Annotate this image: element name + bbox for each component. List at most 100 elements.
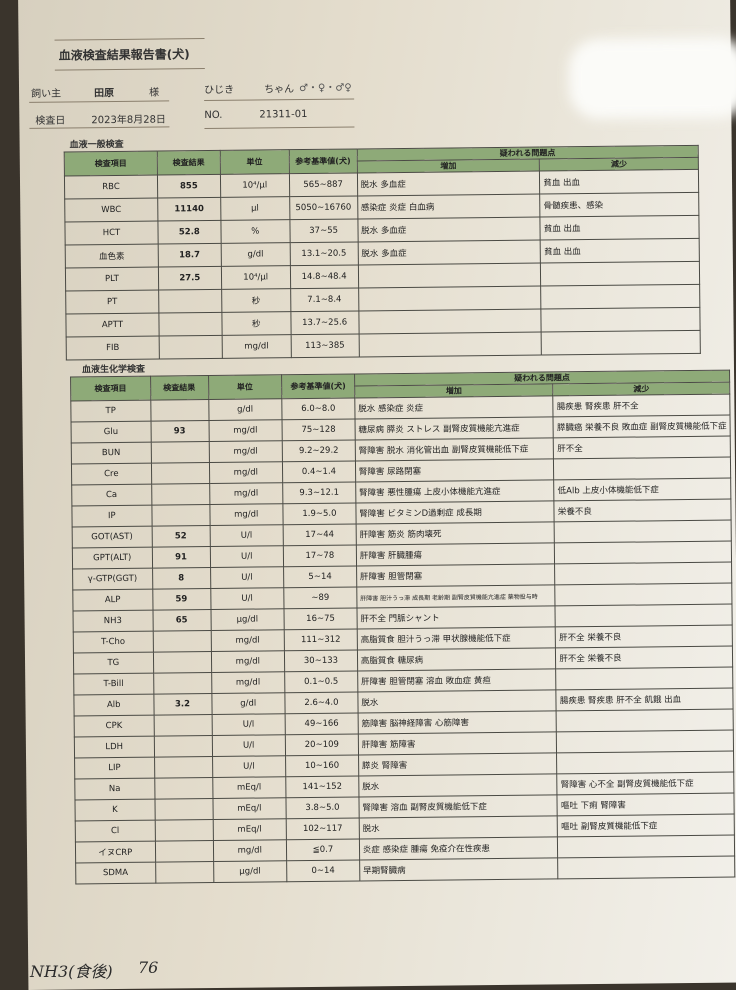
report-paper: 血液検査結果報告書(犬) 飼い主 田原 様 ひじき ちゃん ♂・♀・♂♀ 検査日… [18, 0, 736, 990]
cell-result: 52.8 [157, 220, 221, 245]
cell-reference: 5050~16760 [289, 195, 358, 220]
cell-result: 3.2 [153, 693, 212, 716]
cell-decrease: 肝不全 栄養不良 [555, 646, 733, 669]
cell-result [154, 840, 214, 863]
cell-increase: 肝不全 門脈シャント [356, 605, 556, 629]
report-number: 21311-01 [259, 108, 308, 121]
cell-item: K [74, 799, 155, 821]
cell-decrease [557, 835, 735, 858]
cell-reference: 6.0~8.0 [281, 397, 355, 420]
cell-unit: 10⁴/μl [221, 265, 291, 290]
cell-item: PLT [65, 267, 159, 292]
cell-item: Alb [73, 694, 154, 716]
cell-increase: 早期腎臓病 [359, 857, 559, 881]
cell-item: Glu [71, 421, 151, 443]
cell-item: HCT [64, 221, 158, 246]
cell-decrease: 低Alb 上皮小体機能低下症 [554, 478, 731, 501]
cell-unit: mg/dl [209, 482, 283, 505]
no-label: NO. [204, 109, 223, 122]
cell-item: PT [65, 290, 159, 315]
cell-result [150, 399, 209, 422]
cell-item: LIP [74, 757, 155, 779]
cell-decrease [556, 709, 734, 732]
cell-decrease [556, 730, 734, 753]
cell-item: APTT [65, 313, 159, 338]
cell-result [154, 819, 213, 842]
cell-item: BUN [71, 442, 151, 464]
cell-decrease: 貧血 出血 [540, 215, 700, 241]
light-glare [568, 37, 736, 120]
cell-increase: 脱水 感染症 炎症 [354, 395, 554, 419]
cell-increase: 脱水 [358, 773, 558, 797]
cell-result [155, 861, 214, 884]
cell-unit: U/l [210, 566, 284, 589]
cell-unit: % [220, 219, 290, 244]
cell-increase: 肝障害 胆管閉塞 [356, 563, 556, 587]
cell-decrease: 貧血 出血 [539, 169, 699, 195]
cell-increase [358, 309, 542, 334]
chem-section-title: 血液生化学検査 [81, 364, 146, 376]
cell-reference: 0.1~0.5 [284, 670, 358, 693]
cbc-table: 検査項目 検査結果 単位 参考基準値(犬) 疑われる問題点 増加 減少 RBC 855 10⁴/μ… [64, 145, 701, 361]
cell-unit: U/l [211, 734, 286, 757]
pet-name: ひじき [204, 84, 235, 97]
cell-reference: 9.2~29.2 [282, 439, 356, 462]
col-header-result: 検査結果 [150, 375, 209, 401]
cell-item: IP [71, 505, 152, 527]
owner-label: 飼い主 [31, 88, 62, 100]
cell-increase: 脱水 多血症 [357, 240, 541, 265]
cell-unit: mEq/l [212, 776, 286, 799]
cell-item: イヌCRP [75, 841, 156, 863]
cell-increase [357, 263, 541, 288]
cell-unit: mg/dl [210, 650, 285, 673]
cell-item: RBC [64, 175, 158, 200]
cell-reference: 49~166 [285, 712, 359, 735]
cell-item: T-Bill [73, 673, 154, 695]
chemistry-table: 検査項目 検査結果 単位 参考基準値(犬) 疑われる問題点 増加 減少 TP g/dl 6.0~8… [70, 370, 735, 885]
cell-item: 血色素 [65, 244, 159, 269]
cell-reference: 17~78 [283, 544, 357, 567]
cell-item: Cre [71, 463, 152, 485]
cell-increase: 肝障害 胆汁うっ滞 成長期 老齢期 副腎皮質機能亢進症 薬物投与時 [356, 584, 556, 608]
no-underline [204, 126, 355, 130]
cell-reference: 13.1~20.5 [289, 241, 358, 266]
cell-result [154, 756, 213, 779]
cell-item: TP [70, 400, 151, 422]
cell-decrease: 腸疾患 腎疾患 肝不全 飢餓 出血 [556, 688, 734, 711]
cell-item: LDH [74, 736, 155, 758]
cell-increase: 肝障害 筋障害 [358, 731, 557, 755]
cell-unit: mEq/l [212, 797, 287, 820]
cell-increase: 脱水 多血症 [357, 217, 541, 242]
cell-reference: 13.7~25.6 [290, 310, 359, 335]
cell-result [153, 735, 213, 758]
cell-result [151, 504, 210, 527]
cell-increase: 腎障害 ビタミンD過剰症 成長期 [355, 500, 555, 524]
cell-unit: mg/dl [209, 503, 284, 526]
cell-decrease: 貧血 出血 [540, 238, 700, 264]
cell-reference: 20~109 [285, 733, 359, 756]
cell-item: WBC [64, 198, 158, 223]
cell-decrease [554, 562, 732, 585]
cell-reference: 1.9~5.0 [282, 502, 356, 525]
cell-item: CPK [74, 715, 154, 737]
cell-increase: 腎障害 脱水 消化管出血 副腎皮質機能低下症 [355, 437, 554, 461]
cell-reference: 10~160 [285, 754, 359, 777]
cell-item: GOT(AST) [72, 526, 152, 548]
cell-reference: 16~75 [283, 607, 358, 630]
cell-reference: 37~55 [289, 218, 358, 243]
pet-suffix: ちゃん [264, 84, 295, 96]
cell-decrease [540, 261, 700, 287]
cell-increase: 肝障害 胆管閉塞 溶血 敗血症 黄疸 [357, 668, 557, 692]
cell-result: 52 [151, 525, 210, 548]
cell-reference: 7.1~8.4 [290, 287, 359, 312]
cell-result: 8 [152, 567, 211, 590]
cell-item: T-Cho [73, 631, 153, 653]
cell-result [150, 462, 210, 485]
cell-reference: 5~14 [283, 565, 357, 588]
cell-result: 11140 [157, 197, 221, 222]
cell-reference: 565~887 [289, 172, 358, 197]
cell-result [152, 651, 212, 674]
cell-unit: mEq/l [212, 818, 287, 841]
cell-result [151, 483, 210, 506]
col-header-item: 検査項目 [70, 376, 151, 401]
